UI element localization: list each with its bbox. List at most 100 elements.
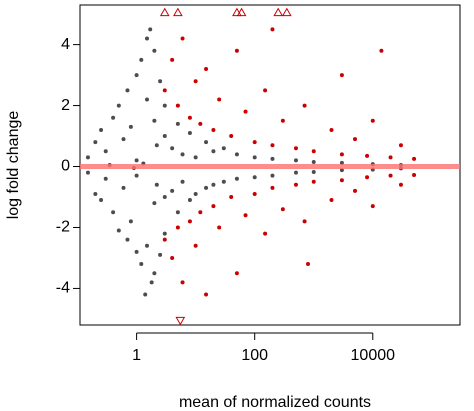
point <box>270 143 275 148</box>
point <box>243 213 248 218</box>
point <box>103 176 108 181</box>
point <box>234 176 239 181</box>
point <box>162 231 167 236</box>
point <box>293 158 298 163</box>
point <box>148 27 153 32</box>
point <box>221 146 226 151</box>
point <box>121 185 126 190</box>
x-tick-label: 1 <box>132 347 141 364</box>
point <box>270 173 275 178</box>
point <box>412 156 417 161</box>
point <box>339 73 344 78</box>
point <box>144 97 149 102</box>
point <box>229 195 234 199</box>
point <box>293 170 298 175</box>
point <box>263 88 268 93</box>
point <box>180 152 185 157</box>
outlier-marker <box>232 7 242 17</box>
point <box>234 152 239 157</box>
point <box>252 140 257 145</box>
point <box>187 219 192 224</box>
point <box>154 143 159 148</box>
point <box>252 155 257 160</box>
point <box>252 191 257 196</box>
point <box>144 243 149 248</box>
outlier-marker <box>175 316 186 326</box>
point <box>365 153 370 158</box>
point <box>379 48 384 53</box>
point <box>187 131 192 135</box>
point <box>99 198 104 203</box>
point <box>139 262 144 267</box>
point <box>175 121 180 126</box>
point <box>353 137 358 142</box>
point <box>234 271 239 276</box>
outlier-marker <box>173 7 183 17</box>
point <box>270 185 275 190</box>
point <box>302 219 307 224</box>
y-tick-label: 4 <box>61 36 70 53</box>
point <box>103 149 108 154</box>
point <box>154 182 159 187</box>
outlier-marker <box>159 7 170 17</box>
point <box>152 271 157 276</box>
point <box>128 219 133 224</box>
point <box>388 173 393 178</box>
point <box>204 140 209 145</box>
point <box>152 118 157 123</box>
point <box>170 255 175 260</box>
point <box>198 210 203 215</box>
point <box>398 182 403 187</box>
point <box>311 170 316 175</box>
point <box>193 243 198 248</box>
outlier-marker <box>236 7 247 17</box>
point <box>180 179 185 184</box>
point <box>180 280 185 285</box>
point <box>270 27 275 32</box>
x-tick-label: 100 <box>241 347 268 364</box>
point <box>217 97 222 102</box>
point <box>412 173 417 178</box>
point <box>204 185 209 190</box>
point <box>293 146 298 151</box>
point <box>170 188 175 193</box>
point <box>280 118 285 123</box>
point <box>370 118 375 123</box>
point <box>149 280 154 285</box>
point <box>93 140 98 145</box>
point <box>302 103 307 108</box>
point <box>128 124 133 129</box>
point <box>280 207 285 212</box>
x-tick-label: 10000 <box>351 347 396 364</box>
point <box>152 201 157 206</box>
point <box>221 179 226 184</box>
point <box>85 155 90 160</box>
point <box>134 173 139 178</box>
outlier-marker <box>273 7 284 17</box>
point <box>93 191 98 196</box>
point <box>370 204 375 209</box>
y-tick-label: 0 <box>61 158 70 175</box>
point <box>134 249 139 254</box>
point <box>263 231 268 236</box>
point <box>175 103 180 108</box>
point <box>162 195 167 199</box>
point <box>111 210 116 215</box>
point <box>211 204 216 209</box>
point <box>204 67 209 71</box>
point <box>339 152 344 157</box>
point <box>144 36 149 41</box>
point <box>187 198 192 203</box>
point <box>204 292 209 297</box>
point <box>243 109 248 114</box>
point <box>339 168 344 173</box>
y-tick-label: 2 <box>61 97 70 114</box>
point <box>211 149 216 154</box>
point <box>175 225 180 230</box>
x-axis-label: mean of normalized counts <box>179 394 371 411</box>
point <box>193 155 198 160</box>
point <box>211 182 216 187</box>
point <box>193 191 198 196</box>
point <box>187 115 192 120</box>
point <box>158 79 163 84</box>
